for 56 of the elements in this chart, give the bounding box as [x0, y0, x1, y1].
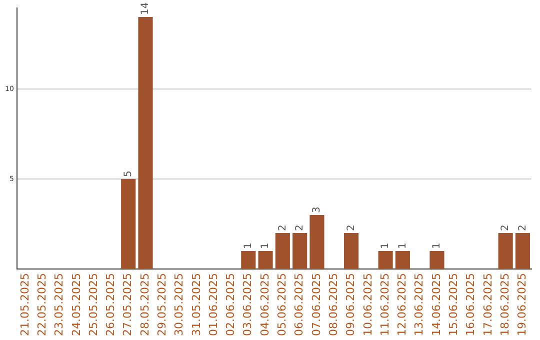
bar	[121, 179, 136, 270]
data-label: 2	[277, 224, 288, 232]
bar	[292, 233, 308, 270]
x-tick-label: 23.05.2025	[52, 273, 66, 336]
x-tick-label: 13.06.2025	[412, 273, 426, 336]
data-label: 1	[432, 242, 443, 250]
bar	[344, 233, 359, 270]
x-tick-label: 02.06.2025	[224, 273, 238, 336]
x-tick-label: 31.05.2025	[190, 273, 203, 336]
bar	[138, 17, 153, 270]
x-tick-label: 05.06.2025	[276, 273, 289, 336]
x-tick-label: 22.05.2025	[35, 273, 48, 336]
x-tick-label: 29.05.2025	[156, 273, 169, 336]
bar	[258, 251, 273, 270]
data-label: 1	[397, 242, 408, 250]
x-tick-label: 15.06.2025	[446, 273, 460, 336]
x-tick-label: 12.06.2025	[396, 273, 409, 336]
x-tick-label: 06.06.2025	[292, 273, 306, 336]
data-label: 2	[346, 224, 357, 232]
data-label: 14	[140, 2, 152, 15]
bar	[498, 233, 513, 270]
bar	[430, 251, 444, 270]
data-label: 1	[380, 242, 392, 250]
x-tick-label: 16.06.2025	[464, 273, 478, 336]
x-tick-label: 19.06.2025	[516, 273, 529, 336]
bar	[310, 215, 324, 270]
bar	[378, 251, 393, 270]
data-label: 5	[122, 170, 134, 178]
x-tick-label: 10.06.2025	[361, 273, 374, 336]
x-tick-label: 30.05.2025	[172, 273, 186, 336]
data-label: 2	[500, 224, 512, 232]
x-tick-label: 18.06.2025	[498, 273, 512, 336]
bar	[241, 251, 256, 270]
x-tick-label: 17.06.2025	[481, 273, 494, 336]
x-tick-label: 09.06.2025	[344, 273, 358, 336]
x-tick-label: 21.05.2025	[18, 273, 32, 336]
x-tick-label: 11.06.2025	[378, 273, 392, 336]
bar	[275, 233, 290, 270]
data-label: 1	[242, 242, 254, 250]
bar	[515, 233, 530, 270]
x-tick-label: 14.06.2025	[430, 273, 443, 336]
x-tick-label: 04.06.2025	[258, 273, 272, 336]
x-tick-label: 01.06.2025	[206, 273, 220, 336]
x-tick-label: 25.05.2025	[86, 273, 100, 336]
x-tick-label: 08.06.2025	[326, 273, 340, 336]
x-tick-label: 27.05.2025	[121, 273, 134, 336]
data-label: 1	[260, 242, 272, 250]
data-label: 3	[312, 206, 323, 214]
data-label: 2	[294, 224, 306, 232]
data-label: 2	[517, 224, 528, 232]
x-tick-label: 07.06.2025	[310, 273, 323, 336]
x-tick-label: 24.05.2025	[70, 273, 83, 336]
x-tick-label: 03.06.2025	[241, 273, 254, 336]
x-tick-label: 26.05.2025	[104, 273, 118, 336]
bar	[395, 251, 410, 270]
x-tick-label: 28.05.2025	[138, 273, 152, 336]
